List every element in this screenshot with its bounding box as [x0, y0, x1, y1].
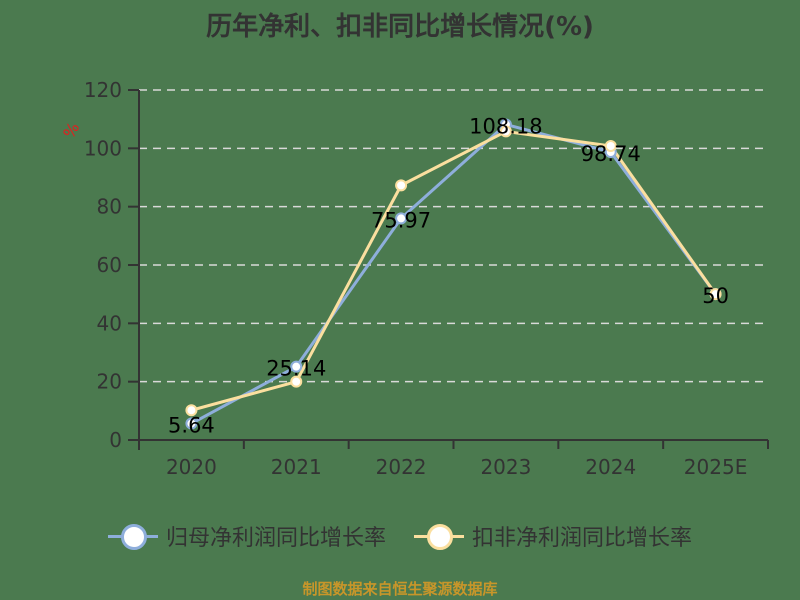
legend-marker-icon — [107, 523, 158, 550]
series-line — [191, 129, 717, 412]
x-tick-label: 2024 — [585, 455, 636, 479]
data-label: 98.74 — [581, 142, 641, 166]
data-point — [290, 360, 303, 373]
legend-marker-icon — [414, 523, 464, 550]
y-tick-label: 80 — [97, 195, 122, 219]
data-point — [395, 212, 408, 225]
y-tick-label: 40 — [97, 311, 122, 335]
legend-item-deducted-net-profit[interactable]: 扣非净利润同比增长率 — [414, 520, 692, 552]
data-point — [185, 404, 198, 417]
data-label: 25.14 — [266, 357, 326, 381]
legend-label: 扣非净利润同比增长率 — [472, 526, 693, 551]
data-label: 75.97 — [371, 208, 431, 232]
x-tick-label: 2021 — [271, 455, 322, 479]
data-point — [185, 417, 198, 430]
chart-title: 历年净利、扣非同比增长情况(%) — [206, 12, 594, 42]
legend-item-net-profit[interactable]: 归母净利润同比增长率 — [107, 520, 386, 552]
legend: 归母净利润同比增长率 扣非净利润同比增长率 — [0, 520, 800, 552]
x-tick-label: 2023 — [480, 455, 531, 479]
data-label: 5.64 — [168, 414, 215, 438]
data-point — [604, 140, 617, 152]
y-tick-label: 60 — [97, 253, 122, 277]
data-point — [499, 125, 512, 138]
y-tick-label: 0 — [109, 428, 122, 452]
y-tick-label: 120 — [84, 78, 122, 102]
y-unit-label: % — [59, 119, 83, 142]
data-label: 50 — [702, 284, 729, 308]
data-point — [709, 288, 722, 301]
data-point — [290, 375, 303, 388]
legend-label: 归母净利润同比增长率 — [165, 526, 386, 551]
data-point — [395, 179, 408, 192]
x-tick-label: 2025E — [684, 455, 748, 479]
x-tick-label: 2020 — [166, 455, 217, 479]
y-tick-label: 20 — [97, 370, 122, 394]
y-tick-label: 100 — [84, 136, 122, 160]
x-tick-label: 2022 — [376, 455, 427, 479]
data-source-note: 制图数据来自恒生聚源数据库 — [302, 580, 498, 598]
series-line — [190, 122, 717, 425]
data-label: 108.18 — [469, 114, 542, 138]
